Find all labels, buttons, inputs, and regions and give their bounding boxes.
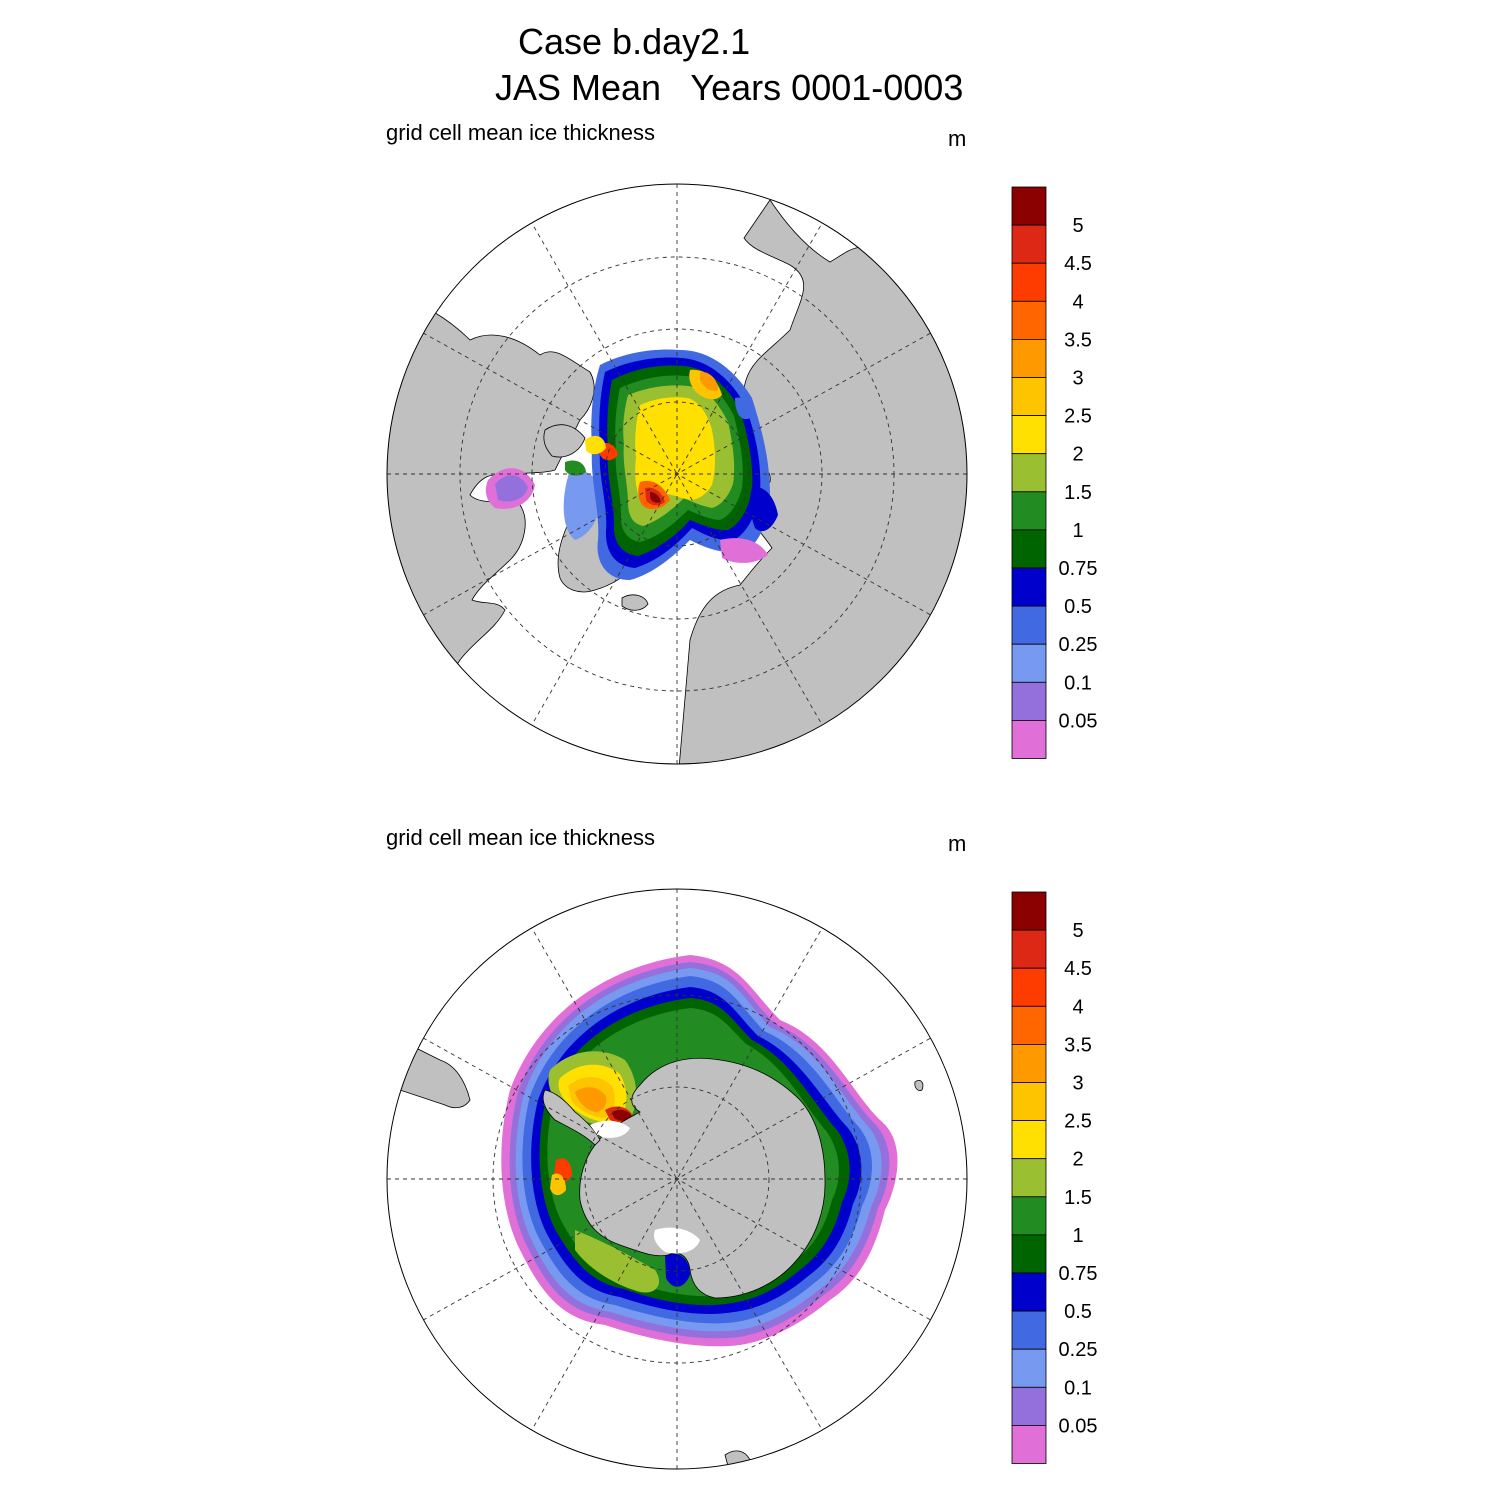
south-colorbar-swatch — [1011, 1005, 1047, 1045]
south-colorbar-swatch — [1011, 1082, 1047, 1121]
south-colorbar-swatch — [1011, 1234, 1047, 1274]
south-colorbar-swatch — [1011, 967, 1047, 1007]
north-colorbar-swatch — [1011, 567, 1047, 607]
north-colorbar-label: 3.5 — [1064, 329, 1092, 351]
north-panel-units: m — [948, 126, 967, 151]
arctic-map — [386, 183, 968, 765]
weddell-ice-shelf — [590, 1120, 630, 1138]
ice-orange-beaufort2 — [700, 371, 718, 391]
ice-peninsula-yellow — [550, 1173, 566, 1196]
kerguelen-land — [914, 1080, 924, 1091]
figure-title-period: JAS Mean Years 0001-0003 — [495, 67, 964, 108]
north-colorbar-swatch — [1011, 605, 1047, 645]
north-colorbar-swatch — [1011, 491, 1047, 531]
south-colorbar-label: 0.75 — [1059, 1263, 1098, 1285]
north-colorbar-swatch — [1011, 262, 1047, 302]
figure-title-case: Case b.day2.1 — [518, 21, 751, 62]
ice-ross-blue — [665, 1253, 690, 1287]
ice-core-yellow — [635, 397, 715, 503]
north-colorbar-label: 4 — [1072, 291, 1083, 313]
north-colorbar-label: 0.05 — [1059, 710, 1098, 732]
north-colorbar-swatch — [1011, 453, 1047, 493]
south-colorbar-label: 1.5 — [1064, 1187, 1092, 1209]
north-colorbar-swatch — [1011, 643, 1047, 683]
south-colorbar-label: 0.5 — [1064, 1301, 1092, 1323]
north-colorbar-label: 0.1 — [1064, 672, 1092, 694]
south-colorbar-label: 4.5 — [1064, 958, 1092, 980]
north-colorbar-label: 0.75 — [1059, 558, 1098, 580]
north-colorbar-label: 3 — [1072, 368, 1083, 390]
north-colorbar-label: 0.5 — [1064, 596, 1092, 618]
south-colorbar-label: 0.1 — [1064, 1377, 1092, 1399]
north-colorbar-label: 2.5 — [1064, 406, 1092, 428]
ice-weddell-darkorange — [575, 1087, 607, 1112]
south-colorbar: 5 4.5 4 3.5 3 2.5 2 1.5 1 0.75 0.5 0.25 0.1 0.05 — [1011, 891, 1098, 1464]
ice-baffin — [563, 469, 602, 540]
south-colorbar-label: 2.5 — [1064, 1111, 1092, 1133]
south-colorbar-label: 4 — [1072, 996, 1083, 1018]
north-colorbar-label: 1 — [1072, 520, 1083, 542]
ice-archipelago-green — [565, 460, 586, 476]
south-colorbar-swatch — [1011, 891, 1047, 931]
south-colorbar-swatch — [1011, 1272, 1047, 1312]
south-colorbar-label: 1 — [1072, 1225, 1083, 1247]
ice-laptev-blue — [735, 397, 751, 420]
south-colorbar-label: 5 — [1072, 920, 1083, 942]
north-colorbar-swatch — [1011, 224, 1047, 264]
north-colorbar-swatch — [1011, 338, 1047, 378]
south-panel-label: grid cell mean ice thickness — [386, 825, 656, 850]
south-colorbar-label: 0.25 — [1059, 1339, 1098, 1361]
ice-ross-lightgreen — [575, 1230, 660, 1293]
south-colorbar-swatch — [1011, 1120, 1047, 1160]
south-colorbar-swatch — [1011, 929, 1047, 969]
north-colorbar-swatch — [1011, 720, 1047, 759]
antarctic-graticule — [387, 889, 967, 1469]
south-colorbar-label: 3 — [1072, 1073, 1083, 1095]
south-colorbar-label: 3.5 — [1064, 1034, 1092, 1056]
south-colorbar-swatch — [1011, 1196, 1047, 1236]
north-colorbar-label: 2 — [1072, 444, 1083, 466]
south-colorbar-label: 2 — [1072, 1149, 1083, 1171]
ice-archipelago-yellow — [585, 435, 606, 455]
antarctica-land — [579, 1057, 826, 1299]
south-colorbar-label: 0.05 — [1059, 1415, 1098, 1437]
south-colorbar-swatch — [1011, 1044, 1047, 1083]
south-colorbar-swatch — [1011, 1158, 1047, 1198]
antarctic-map — [386, 888, 968, 1470]
antarctic-peninsula-land — [542, 1089, 601, 1146]
south-colorbar-swatch — [1011, 1386, 1047, 1426]
south-colorbar-swatch — [1011, 1310, 1047, 1350]
north-colorbar-label: 1.5 — [1064, 482, 1092, 504]
north-colorbar-swatch — [1011, 377, 1047, 416]
south-colorbar-swatch — [1011, 1348, 1047, 1388]
ice-darkred-core — [650, 492, 661, 503]
arctic-graticule — [387, 184, 967, 764]
ice-barents-magenta — [720, 538, 768, 563]
north-colorbar-label: 5 — [1072, 215, 1083, 237]
north-colorbar-swatch — [1011, 415, 1047, 455]
north-panel-label: grid cell mean ice thickness — [386, 120, 656, 145]
north-colorbar-label: 4.5 — [1064, 253, 1092, 275]
north-colorbar-label: 0.25 — [1059, 634, 1098, 656]
south-colorbar-swatch — [1011, 1425, 1047, 1464]
south-panel-units: m — [948, 831, 967, 856]
ice-weddell-darkred — [612, 1109, 632, 1121]
ross-ice-shelf — [654, 1227, 700, 1254]
ice-hudson-bay-thin — [495, 475, 528, 502]
north-colorbar: 5 4.5 4 3.5 3 2.5 2 1.5 1 0.75 0.5 0.25 0.1 0.05 — [1011, 186, 1098, 759]
north-colorbar-swatch — [1011, 529, 1047, 569]
iceland-land — [621, 594, 649, 611]
ice-barents-blue — [749, 487, 778, 532]
north-colorbar-swatch — [1011, 186, 1047, 226]
north-colorbar-swatch — [1011, 300, 1047, 340]
north-colorbar-swatch — [1011, 681, 1047, 721]
